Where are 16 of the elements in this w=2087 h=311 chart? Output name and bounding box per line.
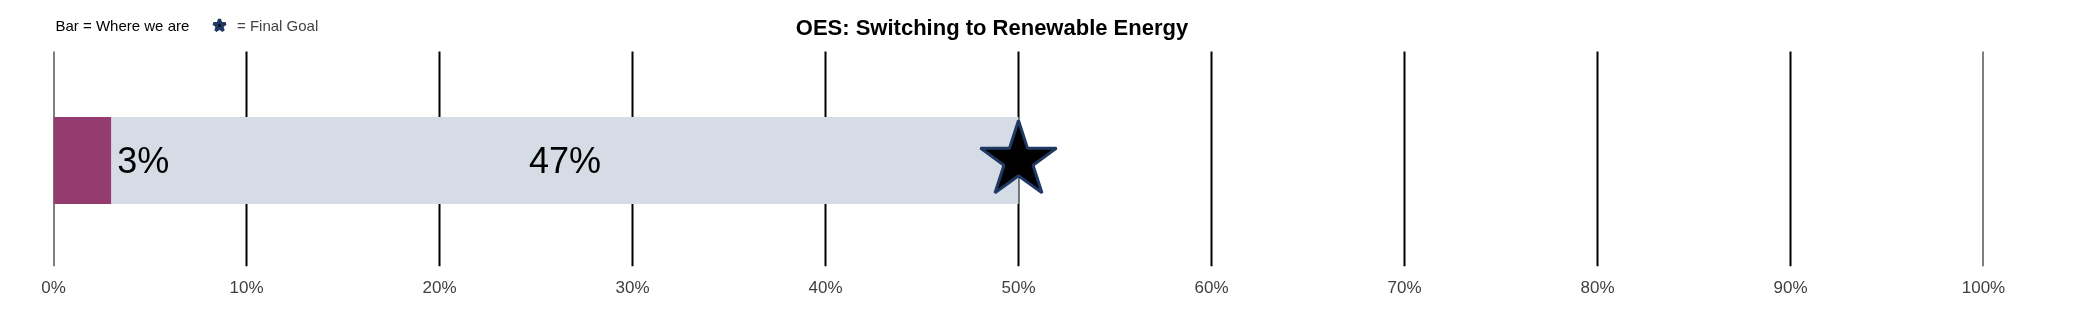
x-tick-label: 90% <box>1773 277 1808 297</box>
chart-title: OES: Switching to Renewable Energy <box>795 15 1189 40</box>
x-tick-label: 60% <box>1194 277 1229 297</box>
text: Bar = Where we are <box>55 17 190 34</box>
x-tick-label: 80% <box>1580 277 1615 297</box>
x-tick-label: 40% <box>808 277 843 297</box>
x-tick-label: 30% <box>615 277 650 297</box>
legend-label: = Final Goal <box>237 16 319 34</box>
x-tick-label: 20% <box>422 277 457 297</box>
data-label: 47% <box>528 140 601 181</box>
data-label: 3% <box>117 140 170 181</box>
x-tick-label: 50% <box>1001 277 1036 297</box>
x-tick-label: 70% <box>1387 277 1422 297</box>
x-tick-label: 100% <box>1961 277 2006 297</box>
x-tick-label: 10% <box>229 277 264 297</box>
x-tick-label: 0% <box>41 277 66 297</box>
